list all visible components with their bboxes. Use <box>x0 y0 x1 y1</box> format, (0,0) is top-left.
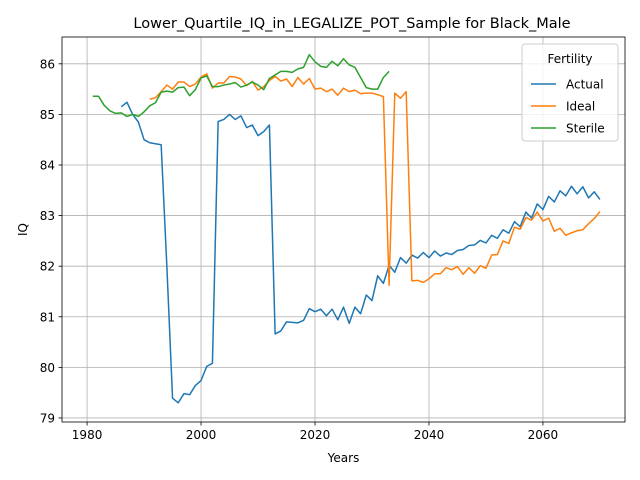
x-axis-ticks: 1980 2000 2020 2040 2060 <box>72 422 558 442</box>
y-axis-label: IQ <box>16 223 30 236</box>
x-tick-label: 1980 <box>72 428 103 442</box>
chart-title: Lower_Quartile_IQ_in_LEGALIZE_POT_Sample… <box>133 16 570 32</box>
x-tick-label: 2040 <box>414 428 445 442</box>
series-line-actual <box>120 101 601 404</box>
series-line-sterile <box>92 53 390 118</box>
plot-area-frame <box>61 36 626 423</box>
y-tick-label: 79 <box>40 411 55 425</box>
y-tick-label: 85 <box>40 108 55 122</box>
legend-entry-actual: Actual <box>566 78 604 92</box>
legend-box <box>521 43 619 142</box>
legend-entry-sterile: Sterile <box>566 122 605 136</box>
y-tick-label: 83 <box>40 209 55 223</box>
y-tick-label: 81 <box>40 310 55 324</box>
y-tick-label: 84 <box>40 158 55 172</box>
x-tick-label: 2060 <box>528 428 559 442</box>
series-line-ideal <box>149 73 601 287</box>
y-tick-label: 86 <box>40 57 55 71</box>
legend: Fertility Actual Ideal Sterile <box>521 43 619 142</box>
legend-entry-ideal: Ideal <box>566 100 595 114</box>
y-tick-label: 80 <box>40 361 55 375</box>
x-tick-label: 2020 <box>300 428 331 442</box>
x-axis-label: Years <box>327 451 360 465</box>
x-tick-label: 2000 <box>186 428 217 442</box>
y-tick-label: 82 <box>40 260 55 274</box>
legend-title: Fertility <box>547 52 592 66</box>
series-lines <box>92 53 601 404</box>
y-axis-ticks: 79 80 81 82 83 84 85 86 <box>40 57 62 425</box>
